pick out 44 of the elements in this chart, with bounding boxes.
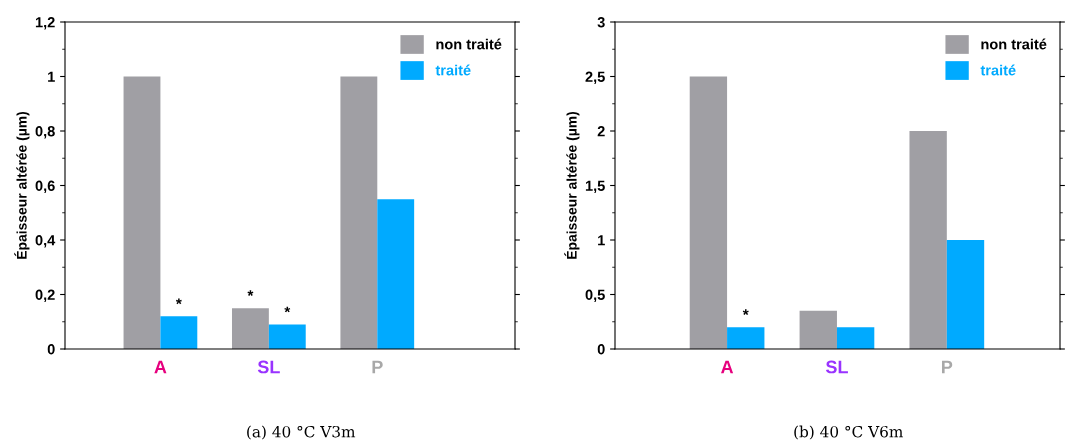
y-axis-title: Épaisseur altérée (µm) (14, 111, 30, 259)
y-tick-label: 0 (47, 344, 55, 355)
annotation: * (175, 298, 182, 305)
y-tick-label: 2,5 (585, 71, 605, 85)
x-tick-label: P (942, 360, 953, 374)
bar (689, 76, 728, 349)
y-tick-label: 1,5 (585, 180, 605, 194)
legend-label: non traité (436, 38, 502, 50)
y-tick-label: 0,8 (35, 126, 55, 139)
y-tick-label: 0,2 (35, 289, 55, 303)
x-tick-label: A (154, 360, 167, 374)
y-tick-label: 2 (597, 126, 605, 137)
y-tick-label: 0,6 (35, 180, 55, 194)
x-tick-label: P (372, 360, 383, 374)
annotation: * (742, 309, 749, 316)
bar (340, 76, 378, 349)
y-tick-label: 0,5 (585, 289, 605, 303)
text: (b) 40 °C V6m (794, 425, 903, 440)
legend-label: non traité (981, 38, 1047, 50)
annotation: * (284, 306, 291, 313)
legend-label: traité (435, 64, 471, 76)
bar (123, 76, 161, 349)
bar (909, 131, 947, 349)
y-tick-label: 0,4 (35, 235, 56, 248)
bar (836, 327, 875, 349)
annotation: * (247, 290, 254, 296)
bar (231, 308, 269, 349)
y-tick-label: 0 (597, 344, 605, 355)
bar (799, 310, 837, 349)
x-tick-label: SL (257, 360, 280, 374)
bar (946, 240, 985, 349)
y-axis-title: Épaisseur altérée (µm) (564, 111, 580, 259)
bar (727, 327, 765, 349)
bar (377, 199, 415, 349)
y-tick-label: 1 (598, 235, 605, 246)
legend-label: traité (980, 64, 1016, 76)
bar (160, 316, 198, 349)
x-tick-label: SL (825, 360, 848, 374)
y-tick-label: 1 (48, 71, 55, 82)
y-tick-label: 3 (597, 17, 605, 28)
bar (268, 324, 306, 349)
y-tick-label: 1,2 (35, 17, 55, 30)
text: (a) 40 °C V3m (247, 425, 356, 440)
x-tick-label: A (721, 360, 734, 374)
